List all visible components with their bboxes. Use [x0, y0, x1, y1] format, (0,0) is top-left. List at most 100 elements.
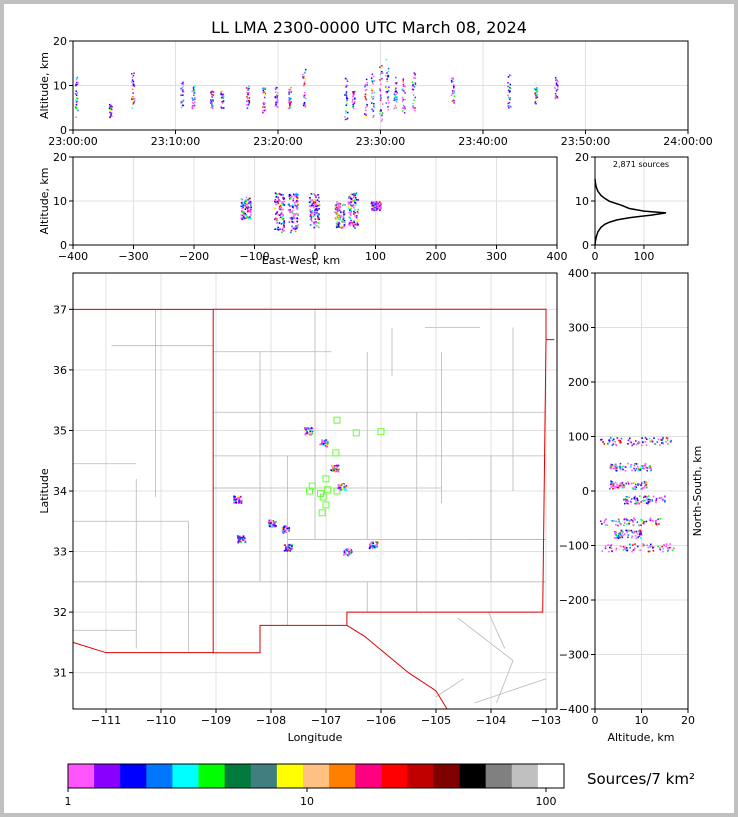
source-point — [627, 483, 630, 485]
source-point — [364, 93, 367, 95]
source-point — [285, 531, 287, 534]
source-point — [264, 93, 267, 95]
source-point — [395, 87, 397, 90]
source-point — [660, 442, 663, 444]
source-point — [642, 467, 644, 469]
source-point — [295, 204, 297, 207]
colorbar-tick-label: 100 — [536, 795, 557, 808]
source-point — [245, 206, 248, 209]
source-point — [395, 99, 398, 102]
source-point — [272, 524, 275, 527]
source-point — [335, 468, 338, 471]
source-point — [649, 543, 652, 546]
source-point — [313, 226, 316, 229]
source-point — [372, 75, 375, 78]
source-point — [281, 202, 283, 205]
source-point — [286, 549, 289, 551]
source-point — [131, 107, 133, 109]
source-point — [618, 439, 620, 442]
source-point — [651, 498, 653, 501]
source-point — [131, 81, 133, 83]
source-point — [615, 531, 617, 533]
source-point — [634, 464, 637, 466]
source-point — [649, 467, 651, 469]
source-point — [374, 209, 377, 211]
source-point — [632, 521, 634, 523]
source-point — [75, 78, 78, 81]
source-point — [373, 209, 376, 212]
source-point — [344, 116, 346, 118]
source-point — [615, 547, 618, 550]
source-point — [618, 532, 620, 535]
source-point — [625, 549, 627, 551]
source-point — [634, 483, 637, 486]
source-point — [652, 546, 654, 549]
source-point — [634, 469, 637, 472]
source-point — [636, 521, 639, 523]
source-point — [351, 221, 353, 224]
source-point — [380, 110, 382, 112]
source-point — [346, 118, 348, 120]
source-point — [630, 441, 633, 444]
source-point — [268, 523, 270, 525]
y-tick-label: 300 — [568, 322, 589, 335]
source-point — [276, 195, 279, 198]
source-point — [277, 92, 279, 94]
source-point — [191, 101, 194, 104]
source-point — [304, 104, 307, 107]
source-point — [191, 107, 194, 109]
source-point — [625, 519, 628, 522]
source-point — [288, 195, 291, 198]
source-point — [212, 100, 214, 102]
source-point — [351, 205, 353, 207]
source-point — [315, 209, 318, 211]
source-point — [352, 95, 354, 98]
source-point — [641, 444, 643, 447]
source-point — [661, 545, 663, 548]
source-point — [316, 207, 318, 210]
source-point — [625, 518, 628, 521]
source-point — [339, 218, 341, 221]
lma-station-marker — [306, 487, 313, 495]
source-point — [180, 92, 182, 95]
x-tick-label: 23:40:00 — [458, 135, 507, 148]
source-point — [620, 534, 623, 537]
source-point — [350, 219, 352, 222]
source-point — [369, 545, 372, 548]
source-point — [372, 98, 374, 100]
source-point — [393, 97, 396, 99]
source-point — [346, 78, 348, 81]
source-point — [295, 200, 298, 203]
source-point — [377, 202, 379, 204]
source-point — [657, 518, 659, 521]
source-point — [310, 429, 312, 431]
source-point — [534, 102, 536, 104]
source-point — [641, 521, 644, 524]
source-point — [243, 214, 245, 217]
source-point — [619, 533, 621, 536]
source-point — [387, 70, 389, 73]
x-axis-label: Altitude, km — [607, 731, 674, 744]
source-point — [366, 94, 368, 96]
source-point — [612, 484, 615, 487]
source-point — [221, 102, 224, 104]
source-point — [303, 94, 306, 97]
source-point — [615, 524, 617, 526]
source-point — [110, 115, 112, 117]
source-point — [310, 216, 313, 219]
source-point — [281, 527, 283, 530]
source-point — [315, 221, 318, 224]
source-point — [609, 524, 611, 527]
source-point — [634, 535, 637, 537]
source-point — [276, 97, 278, 99]
source-point — [110, 112, 112, 114]
source-point — [613, 487, 616, 489]
source-point — [371, 545, 374, 548]
source-point — [108, 110, 111, 112]
source-point — [652, 549, 655, 552]
source-point — [250, 214, 252, 216]
source-point — [345, 94, 348, 97]
source-point — [387, 97, 389, 99]
source-point — [75, 90, 77, 92]
source-point — [344, 549, 347, 551]
